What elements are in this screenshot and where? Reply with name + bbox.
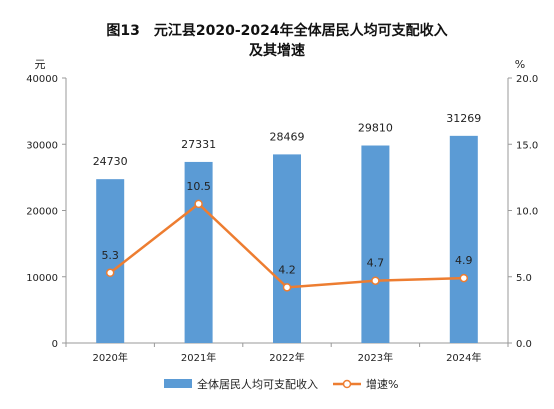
bar-income <box>96 179 125 343</box>
x-tick-label: 2021年 <box>181 351 216 364</box>
x-tick-label: 2023年 <box>358 351 393 364</box>
chart-title-line-1: 元江县2020-2024年全体居民人均可支配收入 <box>153 23 448 39</box>
y-right-tick-label: 5.0 <box>516 273 532 284</box>
y-right-tick-label: 15.0 <box>516 140 538 151</box>
line-data-label: 4.2 <box>278 263 296 276</box>
line-point <box>459 273 469 283</box>
x-tick-label: 2022年 <box>269 351 304 364</box>
line-data-label: 4.7 <box>367 257 385 270</box>
bar-data-label: 28469 <box>270 130 305 143</box>
y-left-tick-label: 40000 <box>26 74 58 85</box>
bar-income <box>273 154 301 343</box>
legend-label-line: 增速% <box>366 377 398 391</box>
y-right-tick-label: 10.0 <box>516 207 538 218</box>
line-point <box>371 276 380 285</box>
line-data-label: 5.3 <box>101 249 119 262</box>
line-point <box>282 283 292 292</box>
bar-data-label: 24730 <box>93 155 128 168</box>
chart-title-line-2: 及其增速 <box>249 43 305 59</box>
x-tick-label: 2020年 <box>92 351 127 364</box>
bar-data-label: 27331 <box>181 138 216 151</box>
y-left-tick-label: 0 <box>52 339 58 350</box>
bar-income <box>184 161 213 343</box>
y-right-tick-label: 20.0 <box>516 74 538 85</box>
line-point <box>194 199 203 209</box>
y-left-tick-label: 10000 <box>26 273 58 284</box>
line-data-label: 4.9 <box>455 254 473 267</box>
chart-title: 图13 元江县2020-2024年全体居民人均可支配收入 <box>0 20 554 40</box>
bar-data-label: 31269 <box>446 112 481 125</box>
y-left-tick-label: 30000 <box>26 140 58 151</box>
bar-data-label: 29810 <box>358 122 393 135</box>
figure-label: 图13 <box>106 23 140 39</box>
y-right-unit: % <box>515 58 525 71</box>
line-data-label: 10.5 <box>186 180 211 193</box>
bar-income <box>361 145 390 343</box>
bar-income <box>449 135 478 343</box>
y-left-unit: 元 <box>35 58 46 71</box>
y-left-tick-label: 20000 <box>26 207 58 218</box>
legend-swatch-marker <box>342 379 352 389</box>
line-point <box>105 268 115 278</box>
legend-swatch-bar <box>164 379 192 388</box>
x-tick-label: 2024年 <box>446 351 481 364</box>
y-right-tick-label: 0.0 <box>516 339 532 350</box>
legend-label-bar: 全体居民人均可支配收入 <box>197 377 318 391</box>
